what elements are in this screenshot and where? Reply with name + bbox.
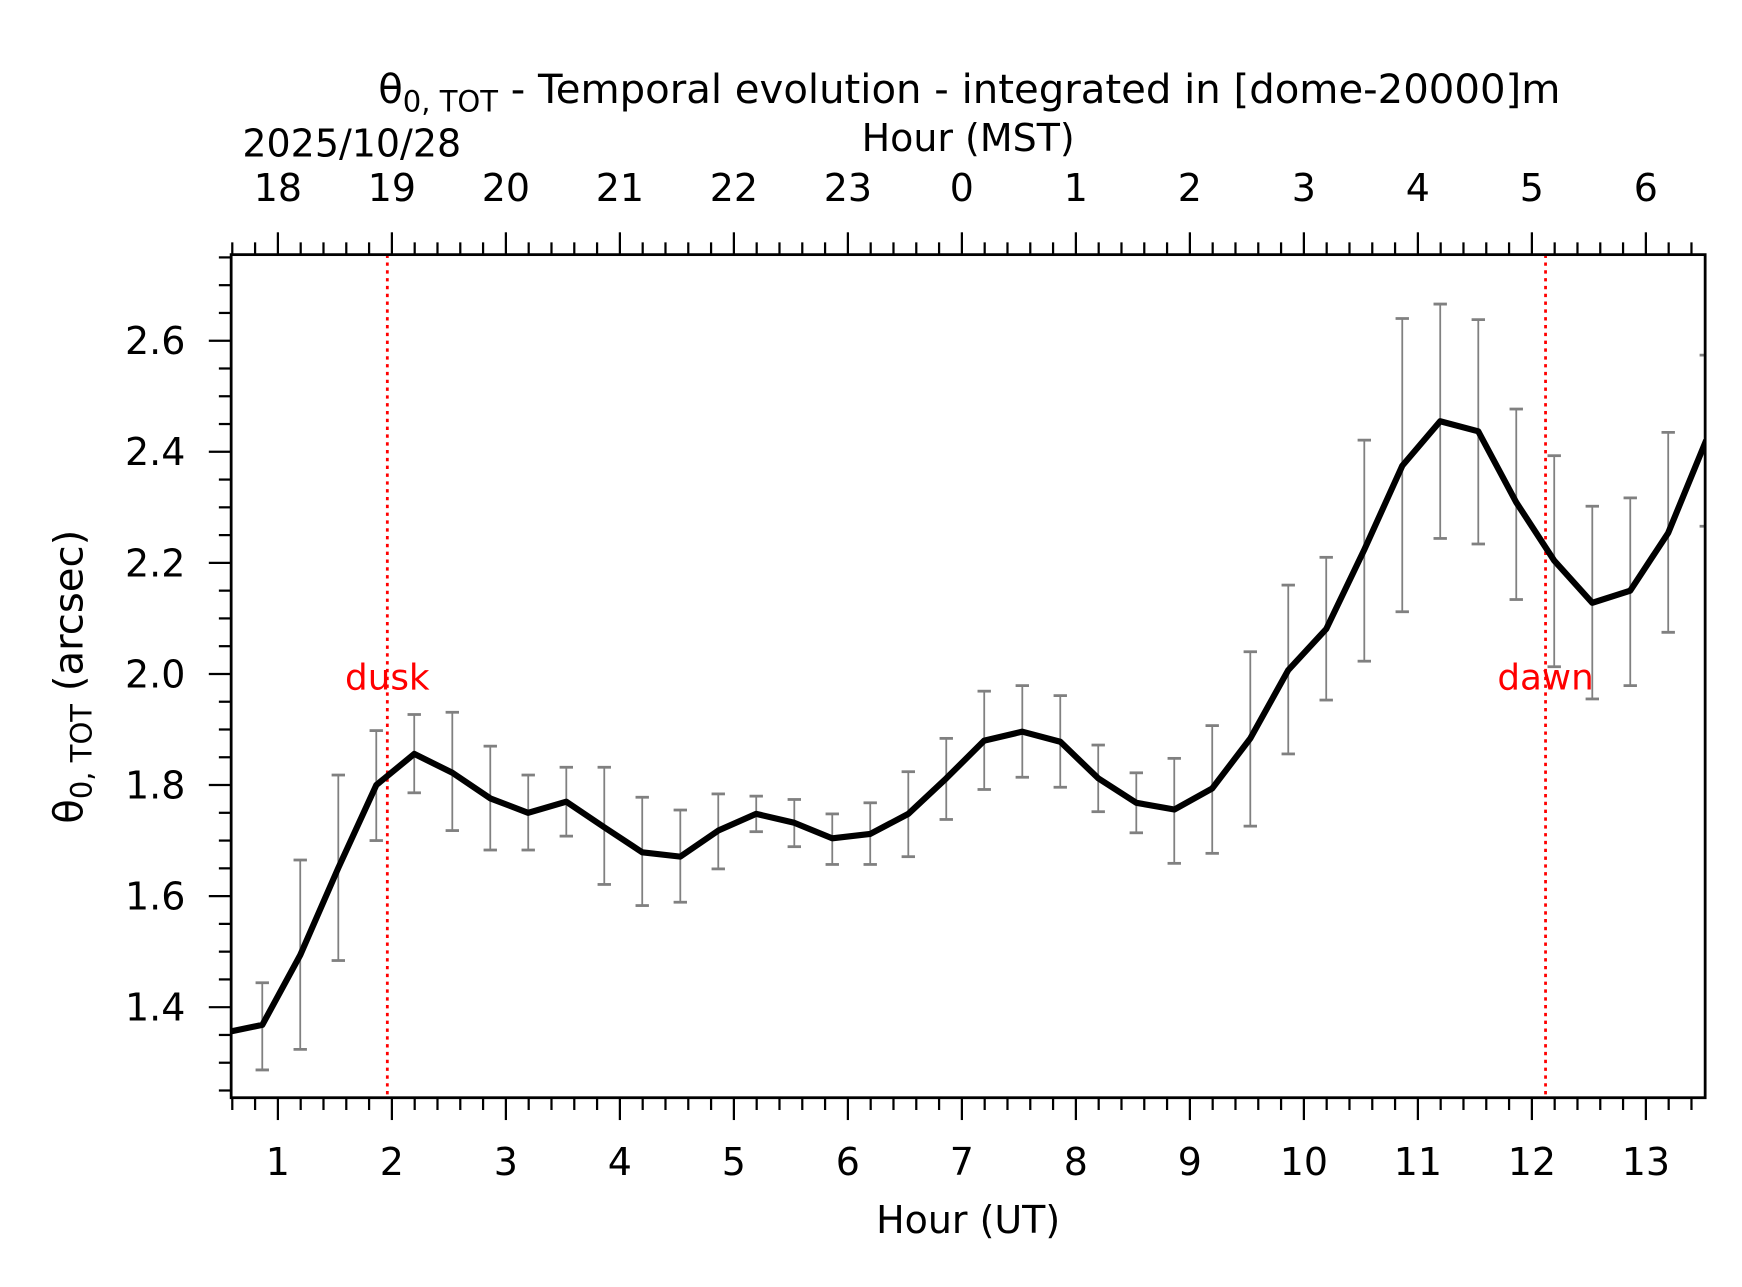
y-tick-label: 1.6 xyxy=(125,875,185,919)
top-x-tick-label: 5 xyxy=(1520,166,1544,210)
top-x-tick-label: 4 xyxy=(1406,166,1430,210)
top-x-tick-label: 20 xyxy=(482,166,530,210)
chart-title: θ0, TOT - Temporal evolution - integrate… xyxy=(378,67,1560,119)
x-tick-label: 2 xyxy=(380,1140,404,1184)
y-tick-label: 2.2 xyxy=(125,541,185,585)
top-x-tick-label: 6 xyxy=(1634,166,1658,210)
x-tick-label: 10 xyxy=(1280,1140,1328,1184)
x-tick-label: 4 xyxy=(608,1140,632,1184)
date-label: 2025/10/28 xyxy=(242,121,461,165)
series-line xyxy=(224,421,1706,1032)
top-x-tick-label: 22 xyxy=(710,166,758,210)
top-x-tick-label: 1 xyxy=(1064,166,1088,210)
x-tick-label: 11 xyxy=(1394,1140,1442,1184)
y-tick-label: 2.0 xyxy=(125,652,185,696)
x-tick-label: 12 xyxy=(1508,1140,1556,1184)
top-x-tick-label: 23 xyxy=(824,166,872,210)
top-axis-label: Hour (MST) xyxy=(862,116,1075,160)
x-tick-label: 5 xyxy=(722,1140,746,1184)
x-tick-label: 6 xyxy=(836,1140,860,1184)
x-tick-label: 13 xyxy=(1622,1140,1670,1184)
y-tick-label: 1.4 xyxy=(125,986,185,1030)
x-tick-label: 7 xyxy=(950,1140,974,1184)
x-tick-label: 1 xyxy=(266,1140,290,1184)
top-x-tick-label: 2 xyxy=(1178,166,1202,210)
x-axis-label: Hour (UT) xyxy=(876,1198,1060,1242)
x-tick-label: 3 xyxy=(494,1140,518,1184)
top-x-tick-label: 21 xyxy=(596,166,644,210)
y-axis-label: θ0, TOT (arcsec) xyxy=(47,530,99,824)
plot-frame xyxy=(231,255,1705,1098)
top-x-tick-label: 0 xyxy=(950,166,974,210)
y-tick-label: 2.4 xyxy=(125,430,185,474)
top-x-tick-label: 18 xyxy=(254,166,302,210)
x-tick-label: 8 xyxy=(1064,1140,1088,1184)
y-tick-label: 2.6 xyxy=(125,319,185,363)
top-x-tick-label: 3 xyxy=(1292,166,1316,210)
y-tick-label: 1.8 xyxy=(125,763,185,807)
top-x-tick-label: 19 xyxy=(368,166,416,210)
x-tick-label: 9 xyxy=(1178,1140,1202,1184)
